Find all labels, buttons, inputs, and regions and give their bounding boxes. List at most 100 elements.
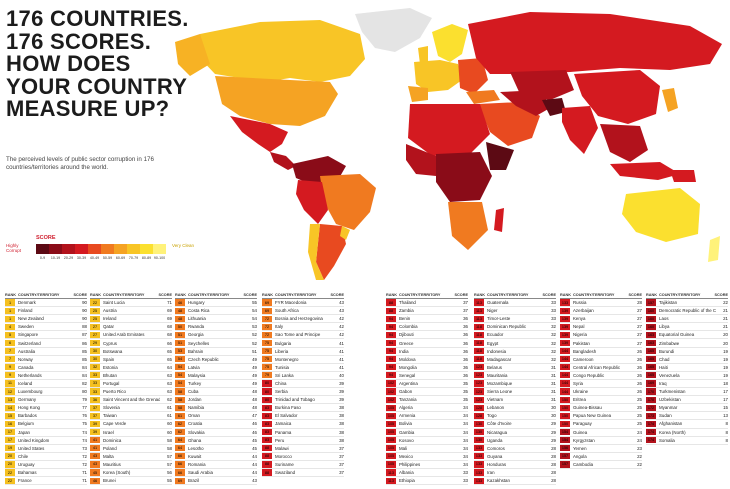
score-cell: 34 xyxy=(463,421,468,427)
score-cell: 38 xyxy=(339,405,344,411)
table-row: 94 Moldova 36 xyxy=(386,356,468,364)
country-cell: Niger xyxy=(487,308,498,314)
rank-cell: 6 xyxy=(5,339,15,347)
region-peru-bolivia xyxy=(296,180,328,224)
rank-cell: 58 xyxy=(175,396,185,403)
country-cell: El Salvador xyxy=(275,413,298,419)
table-row: 62 Slovakia 46 xyxy=(175,428,257,437)
rank-cell: 154 xyxy=(560,428,570,436)
legend-title: SCORE xyxy=(36,235,56,241)
rank-cell: 12 xyxy=(5,388,15,395)
country-cell: Indonesia xyxy=(487,348,507,354)
score-cell: 17 xyxy=(723,389,728,395)
score-cell: 23 xyxy=(637,445,642,451)
region-brazil xyxy=(320,174,376,230)
legend-tick: 0-9 xyxy=(39,256,46,260)
score-cell: 68 xyxy=(167,332,172,338)
rank-cell: 133 xyxy=(474,445,484,452)
score-cell: 36 xyxy=(463,324,468,330)
rank-cell: 105 xyxy=(386,412,396,419)
country-cell: Cambodia xyxy=(573,461,594,467)
region-eastern-europe xyxy=(458,58,488,94)
country-cell: Colombia xyxy=(399,324,418,330)
country-cell: Zambia xyxy=(399,308,414,314)
score-cell: 30 xyxy=(551,413,556,419)
score-cell: 72 xyxy=(82,453,87,459)
table-row: 170 Turkmenistan 17 xyxy=(646,388,728,397)
country-cell: Ethiopia xyxy=(399,478,415,484)
score-cell: 32 xyxy=(551,340,556,346)
table-row: 29 Cyprus 66 xyxy=(90,339,172,348)
rank-cell: 88 xyxy=(262,469,272,476)
region-uruguay xyxy=(340,226,350,240)
rank-cell: 105 xyxy=(386,461,396,468)
table-row: 69 FYR Macedonia 43 xyxy=(262,299,344,308)
country-cell: Guyana xyxy=(487,453,503,459)
country-cell: Paraguay xyxy=(573,421,592,427)
table-row: 123 Mauritania 31 xyxy=(474,372,556,380)
table-row: 83 Peru 38 xyxy=(262,437,344,445)
table-row: 133 Comoros 28 xyxy=(474,445,556,453)
table-row: 156 Yemen 23 xyxy=(560,445,642,453)
score-cell: 74 xyxy=(82,429,87,435)
score-cell: 34 xyxy=(463,445,468,451)
table-header: RANK COUNTRY/TERRITORY SCORE xyxy=(262,291,344,299)
country-cell: Benin xyxy=(399,316,411,322)
rank-cell: 118 xyxy=(474,339,484,347)
table-row: 80 China 39 xyxy=(262,380,344,389)
rank-cell: 19 xyxy=(5,445,15,452)
country-cell: Tunisia xyxy=(275,364,289,370)
rank-cell: 37 xyxy=(90,412,100,419)
country-cell: Kenya xyxy=(573,316,586,322)
country-cell: Mali xyxy=(399,445,408,451)
score-cell: 66 xyxy=(167,340,172,346)
score-cell: 44 xyxy=(252,470,257,476)
header-country: COUNTRY/TERRITORY xyxy=(573,292,615,297)
header-country: COUNTRY/TERRITORY xyxy=(487,292,529,297)
score-cell: 69 xyxy=(167,316,172,322)
country-cell: Romania xyxy=(188,461,206,467)
table-row: 33 Portugal 63 xyxy=(90,380,172,389)
table-row: 64 Lesotho 45 xyxy=(175,445,257,453)
country-cell: Italy xyxy=(275,324,284,330)
rank-cell: 54 xyxy=(175,372,185,379)
score-cell: 48 xyxy=(252,389,257,395)
rank-cell: 75 xyxy=(262,339,272,347)
table-row: 30 Botswana 65 xyxy=(90,348,172,356)
table-row: 128 Lebanon 30 xyxy=(474,404,556,413)
score-cell: 13 xyxy=(723,413,728,419)
country-cell: Angola xyxy=(573,453,587,459)
header-country: COUNTRY/TERRITORY xyxy=(103,292,145,297)
score-cell: 36 xyxy=(463,348,468,354)
score-cell: 37 xyxy=(339,445,344,451)
country-cell: Mexico xyxy=(399,453,413,459)
table-row: 160 Libya 21 xyxy=(646,323,728,332)
rank-cell: 50 xyxy=(175,323,185,330)
score-cell: 40 xyxy=(339,372,344,378)
rank-cell: 157 xyxy=(560,453,570,460)
country-cell: Iraq xyxy=(659,380,667,386)
table-row: 54 Malaysia 49 xyxy=(175,372,257,380)
rank-cell: 94 xyxy=(386,364,396,371)
score-cell: 42 xyxy=(339,332,344,338)
rank-cell: 160 xyxy=(646,323,656,330)
country-cell: India xyxy=(399,348,409,354)
country-cell: Saint Vincent and the Grenadines xyxy=(103,397,160,403)
score-cell: 64 xyxy=(167,364,172,370)
table-row: 94 Greece 36 xyxy=(386,339,468,348)
table-row: 102 Tanzania 35 xyxy=(386,396,468,405)
rank-cell: 33 xyxy=(90,388,100,395)
table-row: 69 South Africa 43 xyxy=(262,307,344,316)
score-cell: 34 xyxy=(463,453,468,459)
score-cell: 55 xyxy=(167,478,172,484)
rank-cell: 27 xyxy=(90,331,100,339)
rank-cell: 39 xyxy=(90,428,100,436)
table-row: 72 Sao Tome and Principe 42 xyxy=(262,331,344,340)
rank-cell: 123 xyxy=(474,380,484,387)
score-cell: 72 xyxy=(82,461,87,467)
rank-cell: 144 xyxy=(560,364,570,371)
score-cell: 36 xyxy=(463,356,468,362)
rank-cell: 105 xyxy=(386,420,396,428)
country-cell: Lithuania xyxy=(188,316,206,322)
